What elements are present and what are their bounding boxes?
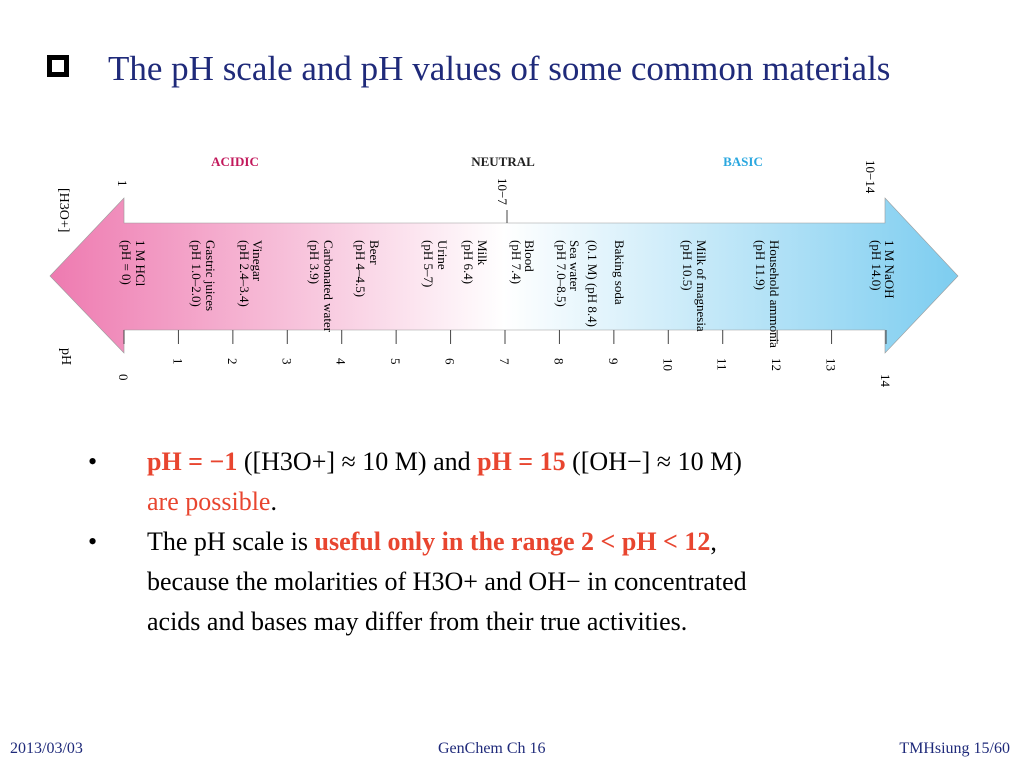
bullet2-line2: because the molarities of H3O+ and OH− i…: [147, 567, 747, 596]
ph-tick-label: 12: [769, 358, 784, 371]
bullet1-paren2: ([OH−] ≈ 10 M): [572, 447, 742, 476]
footer-page: TMHsiung 15/60: [899, 740, 1010, 757]
material-name: Baking soda: [612, 240, 627, 305]
bullet1-paren1: ([H3O+] ≈ 10 M) and: [243, 447, 471, 476]
material-ph-value: (pH 14.0): [869, 240, 884, 291]
material-ph-value: (pH 5–7): [421, 240, 436, 287]
bullet1-possible: are possible: [147, 487, 271, 516]
conc-label-mid: 10−7: [495, 178, 510, 205]
ph-axis-label: pH: [58, 348, 73, 365]
material-ph-value: (0.1 M) (pH 8.4): [585, 240, 600, 327]
bullet2-range: useful only in the range 2 < pH < 12: [314, 527, 711, 556]
bullet2-lead: The pH scale is: [147, 527, 309, 556]
material-name: Milk: [475, 240, 490, 266]
bullet2-comma: ,: [710, 527, 717, 556]
ph-fifteen: pH = 15: [477, 447, 566, 476]
material-ph-value: (pH 3.9): [307, 240, 322, 284]
ph-scale-arrow: [49, 197, 959, 354]
material-ph-value: (pH 10.5): [680, 240, 695, 291]
acidic-label: ACIDIC: [211, 154, 259, 169]
slide-title: The pH scale and pH values of some commo…: [108, 49, 891, 88]
ph-scale-diagram: ACIDIC NEUTRAL BASIC [H3O+] pH 1 10−7 10…: [49, 154, 959, 388]
material-ph-value: (pH 2.4–3.4): [237, 240, 252, 307]
material-ph-value: (pH 1.0–2.0): [189, 240, 204, 307]
ph-tick-label: 14: [878, 374, 893, 388]
bullet-list: • pH = −1 ([H3O+] ≈ 10 M) and pH = 15 ([…: [80, 442, 960, 642]
material-ph-value: (pH = 0): [119, 240, 134, 285]
conc-label-right: 10−14: [863, 160, 878, 194]
material-ph-value: (pH 7.4): [509, 240, 524, 284]
bullet1-period: .: [270, 487, 277, 516]
material-name: Milk of magnesia: [694, 240, 709, 332]
material-name: Sea water: [567, 240, 582, 292]
neutral-label: NEUTRAL: [471, 154, 535, 169]
material-ph-value: (pH 4–4.5): [353, 240, 368, 297]
bullet-item-1: • pH = −1 ([H3O+] ≈ 10 M) and pH = 15 ([…: [80, 442, 960, 522]
material-name: 1 M NaOH: [882, 240, 897, 299]
material-ph-value: (pH 7.0–8.5): [554, 240, 569, 307]
material-label-group: 1 M HCl(pH = 0) Gastric juices(pH 1.0–2.0…: [119, 240, 897, 348]
material-name: Carbonated water: [321, 240, 336, 333]
conc-label-left: 1: [115, 180, 130, 187]
title-bullet-icon: [47, 55, 69, 77]
footer-date: 2013/03/03: [10, 740, 83, 757]
ph-tick-label: 5: [388, 358, 403, 365]
material-name: Blood: [522, 240, 537, 272]
ph-tick-label: 9: [606, 358, 621, 365]
ph-tick-label: 3: [279, 358, 294, 365]
ph-tick-label: 8: [551, 358, 566, 365]
ph-tick-label: 4: [334, 358, 349, 365]
ph-tick-label: 7: [497, 358, 512, 365]
ph-tick-label: 1: [170, 358, 185, 365]
ph-tick-label: 13: [824, 358, 839, 371]
bullet2-line3: acids and bases may differ from their tr…: [147, 607, 688, 636]
material-ph-value: (pH 11.9): [753, 240, 768, 290]
material-name: Gastric juices: [203, 240, 218, 311]
material-ph-value: (pH 6.4): [461, 240, 476, 284]
ph-tick-label: 0: [116, 374, 131, 381]
ph-tick-label: 2: [225, 358, 240, 365]
bullet-dot-icon: •: [88, 447, 98, 476]
ph-tick-label: 6: [443, 358, 458, 365]
material-name: Beer: [367, 240, 382, 265]
ph-tick-label: 10: [660, 358, 675, 371]
material-name: Urine: [435, 240, 450, 270]
basic-label: BASIC: [723, 154, 763, 169]
h3o-axis-label: [H3O+]: [56, 188, 71, 232]
bullet-item-2: • The pH scale is useful only in the ran…: [80, 522, 960, 642]
material-name: Vinegar: [250, 240, 265, 282]
bullet-dot-icon: •: [88, 527, 98, 556]
material-name: 1 M HCl: [133, 240, 148, 287]
ph-tick-label: 11: [715, 358, 730, 371]
ph-minus-one: pH = −1: [147, 447, 238, 476]
footer-course: GenChem Ch 16: [438, 740, 546, 757]
material-name: Household ammonia: [767, 240, 782, 348]
